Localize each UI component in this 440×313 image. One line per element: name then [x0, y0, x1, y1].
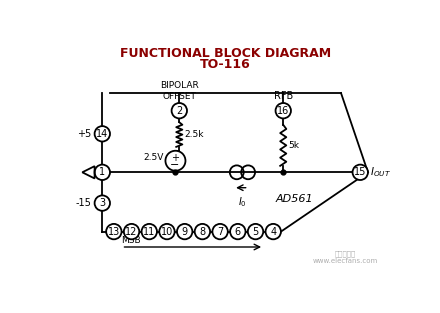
Text: −: − [170, 160, 180, 170]
Circle shape [230, 224, 246, 239]
Text: 2: 2 [176, 106, 183, 116]
Text: 14: 14 [96, 129, 108, 139]
Circle shape [248, 224, 263, 239]
Text: 10: 10 [161, 227, 173, 237]
Circle shape [124, 224, 139, 239]
Text: AD561: AD561 [276, 194, 314, 204]
Circle shape [172, 103, 187, 118]
Text: FUNCTIONAL BLOCK DIAGRAM: FUNCTIONAL BLOCK DIAGRAM [120, 47, 331, 60]
Text: 15: 15 [354, 167, 367, 177]
Text: BIPOLAR
OFFSET: BIPOLAR OFFSET [160, 81, 199, 101]
Text: -15: -15 [76, 198, 92, 208]
Circle shape [159, 224, 175, 239]
Text: 4: 4 [270, 227, 276, 237]
Text: 1: 1 [99, 167, 105, 177]
Text: 12: 12 [125, 227, 138, 237]
Text: 5: 5 [253, 227, 259, 237]
Circle shape [142, 224, 157, 239]
Text: $I_0$: $I_0$ [238, 195, 247, 209]
Text: +: + [171, 153, 179, 163]
Circle shape [177, 224, 192, 239]
Text: 11: 11 [143, 227, 155, 237]
Circle shape [213, 224, 228, 239]
Text: 8: 8 [199, 227, 205, 237]
Text: 9: 9 [182, 227, 188, 237]
Text: 3: 3 [99, 198, 105, 208]
Text: +5: +5 [77, 129, 92, 139]
Circle shape [275, 103, 291, 118]
Text: 2.5V: 2.5V [143, 153, 164, 162]
Text: 6: 6 [235, 227, 241, 237]
Text: 7: 7 [217, 227, 223, 237]
Text: 13: 13 [108, 227, 120, 237]
Circle shape [95, 195, 110, 211]
Text: MSB: MSB [121, 236, 141, 245]
Text: 16: 16 [277, 106, 290, 116]
Circle shape [266, 224, 281, 239]
Circle shape [352, 165, 368, 180]
Text: 电子发烧友
www.elecfans.com: 电子发烧友 www.elecfans.com [312, 250, 378, 264]
Text: $I_{OUT}$: $I_{OUT}$ [370, 165, 391, 179]
Circle shape [95, 126, 110, 141]
Circle shape [165, 151, 186, 171]
Circle shape [106, 224, 121, 239]
Circle shape [195, 224, 210, 239]
Text: TO-116: TO-116 [200, 58, 251, 70]
Text: RFB: RFB [274, 91, 293, 101]
Text: 2.5k: 2.5k [184, 130, 203, 139]
Circle shape [95, 165, 110, 180]
Text: 5k: 5k [288, 141, 299, 150]
